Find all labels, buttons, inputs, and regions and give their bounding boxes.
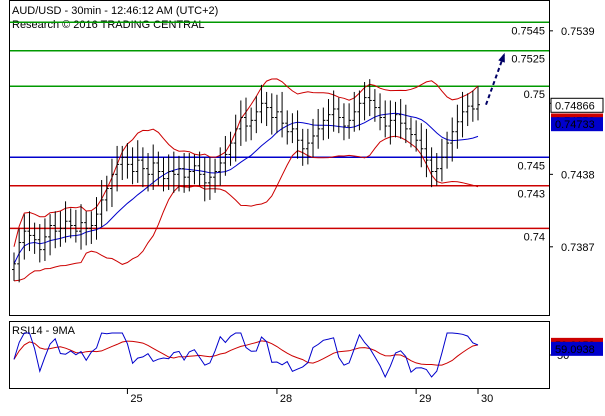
- candles-group: [12, 79, 480, 283]
- x-tick-label: 25: [130, 393, 142, 405]
- rsi-badge-bg: [551, 341, 603, 356]
- main-panel-frame: [9, 0, 550, 316]
- y-tick-label: 0.7438: [561, 169, 595, 181]
- level-label: 0.75: [524, 89, 545, 101]
- rsi-title: RSI14 - 9MA: [12, 325, 76, 337]
- rsi-ma-line: [13, 340, 479, 366]
- rsi-badge: 59.0938: [555, 344, 595, 356]
- projection-arrowhead: [498, 52, 505, 63]
- level-label: 0.74: [524, 231, 545, 243]
- level-label: 0.745: [517, 160, 545, 172]
- level-label: 0.743: [517, 189, 545, 201]
- ma-blue-badge: 0.74733: [555, 119, 595, 131]
- time-axis: 25 28 29 30: [126, 389, 493, 405]
- projection-line: [485, 54, 505, 106]
- levels-group: 0.7545 0.7525 0.75 0.745 0.743 0.74: [10, 21, 549, 243]
- current-price-badge: 0.74866: [555, 100, 595, 112]
- x-tick-label: 29: [419, 393, 431, 405]
- x-tick-label: 30: [481, 393, 493, 405]
- level-label: 0.7545: [511, 25, 545, 37]
- ma-blue-badge-bg: [551, 117, 603, 132]
- x-tick-label: 28: [280, 393, 292, 405]
- chart-title: AUD/USD - 30min - 12:46:12 AM (UTC+2): [12, 5, 218, 17]
- projection-arrow: [485, 52, 505, 106]
- y-tick-label: 0.7539: [561, 26, 595, 38]
- rsi-line: [13, 332, 479, 379]
- rsi-panel-frame: [9, 321, 550, 389]
- copyright-text: Research © 2016 TRADING CENTRAL: [12, 19, 205, 31]
- level-label: 0.7525: [511, 54, 545, 66]
- current-price-badge-bg: [550, 97, 604, 113]
- y-tick-label: 0.7387: [561, 242, 595, 254]
